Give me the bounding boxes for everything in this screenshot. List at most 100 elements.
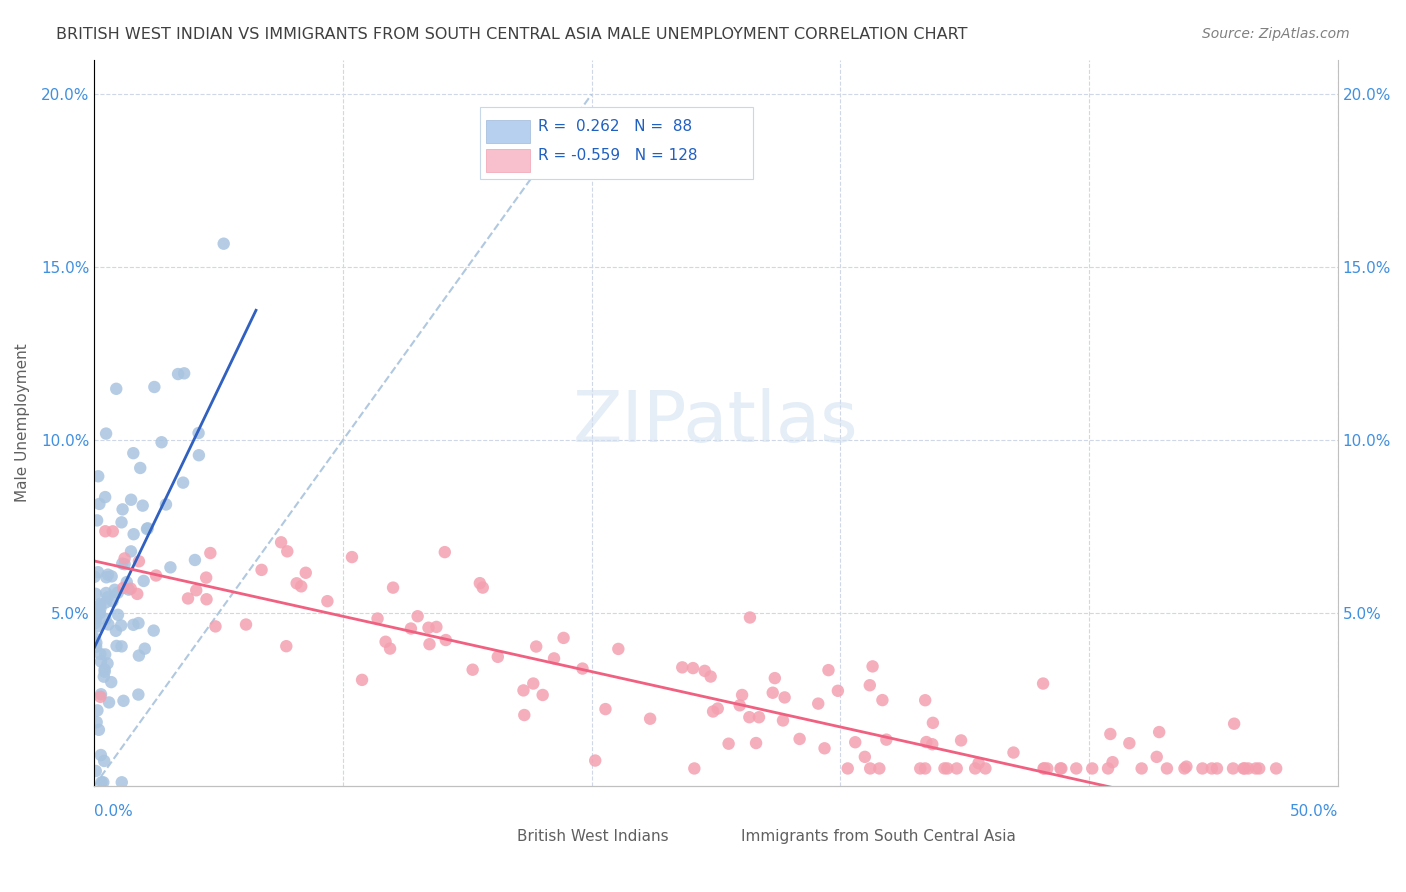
Point (94, 612, 117, 626)
Point (1130, 761, 1153, 775)
Point (1097, 761, 1119, 775)
Point (110, 618, 132, 632)
Point (763, 671, 786, 685)
Point (967, 756, 990, 770)
Point (110, 640, 132, 654)
Point (461, 663, 484, 677)
Point (738, 610, 761, 624)
Point (1064, 761, 1087, 775)
Point (105, 639, 128, 653)
Point (434, 633, 457, 648)
Point (745, 736, 768, 750)
Point (134, 641, 156, 656)
Text: BRITISH WEST INDIAN VS IMMIGRANTS FROM SOUTH CENTRAL ASIA MALE UNEMPLOYMENT CORR: BRITISH WEST INDIAN VS IMMIGRANTS FROM S… (56, 27, 967, 42)
Point (89, 647, 111, 661)
Point (844, 735, 866, 749)
Point (104, 582, 127, 597)
Point (96, 570, 118, 584)
Point (94, 596, 117, 610)
Point (83, 570, 105, 584)
FancyBboxPatch shape (479, 107, 754, 179)
Point (1036, 761, 1059, 775)
Point (94, 426, 117, 441)
Point (531, 688, 554, 702)
Point (914, 693, 936, 707)
Point (468, 576, 491, 591)
Point (827, 683, 849, 698)
Point (1033, 761, 1056, 775)
Y-axis label: Male Unemployment: Male Unemployment (15, 343, 30, 502)
Point (145, 568, 167, 582)
Point (853, 749, 876, 764)
Point (212, 236, 235, 251)
Point (143, 380, 166, 394)
Point (1237, 761, 1260, 775)
Point (934, 761, 956, 775)
Point (1206, 761, 1229, 775)
Point (93, 665, 115, 679)
Point (543, 651, 565, 665)
Point (84, 632, 107, 646)
Point (1173, 761, 1195, 775)
Point (486, 649, 509, 664)
Point (399, 622, 422, 636)
Point (84, 610, 107, 624)
Point (1049, 761, 1071, 775)
Point (762, 686, 785, 700)
Point (583, 754, 606, 768)
Point (89, 601, 111, 615)
Point (945, 761, 967, 775)
Point (128, 648, 150, 663)
Point (285, 576, 308, 591)
Point (97, 617, 120, 632)
Point (110, 516, 132, 530)
Point (425, 620, 447, 634)
Point (150, 435, 173, 450)
Point (433, 545, 456, 559)
Point (187, 425, 209, 440)
Point (177, 591, 200, 606)
Point (128, 615, 150, 630)
Point (1099, 727, 1122, 741)
Point (731, 688, 754, 702)
Point (728, 698, 751, 713)
Point (104, 624, 127, 638)
Point (114, 557, 136, 571)
Text: 50.0%: 50.0% (1289, 804, 1337, 819)
Point (89, 497, 111, 511)
Point (813, 741, 835, 756)
Point (122, 446, 145, 460)
Point (136, 522, 159, 536)
Point (340, 550, 363, 565)
Point (294, 566, 316, 580)
Point (96, 657, 118, 671)
Point (94, 648, 117, 662)
Point (367, 611, 389, 625)
Point (87, 723, 110, 737)
Point (111, 502, 134, 516)
Point (859, 678, 882, 692)
Point (837, 761, 859, 775)
Point (159, 560, 181, 574)
Point (101, 524, 124, 539)
Point (974, 761, 997, 775)
Point (914, 761, 936, 775)
Point (859, 761, 882, 775)
Point (875, 732, 897, 747)
Point (97, 567, 120, 582)
Point (936, 761, 959, 775)
Point (89, 606, 111, 620)
Point (638, 712, 661, 726)
Point (270, 535, 292, 549)
Point (965, 761, 987, 775)
Point (195, 571, 218, 585)
Point (738, 710, 761, 724)
Point (118, 582, 141, 597)
Point (86, 715, 108, 730)
Text: R =  0.262   N =  88: R = 0.262 N = 88 (538, 119, 692, 134)
Point (817, 663, 839, 677)
Point (142, 624, 165, 638)
Point (195, 592, 218, 607)
Point (1050, 761, 1073, 775)
Point (1222, 761, 1244, 775)
